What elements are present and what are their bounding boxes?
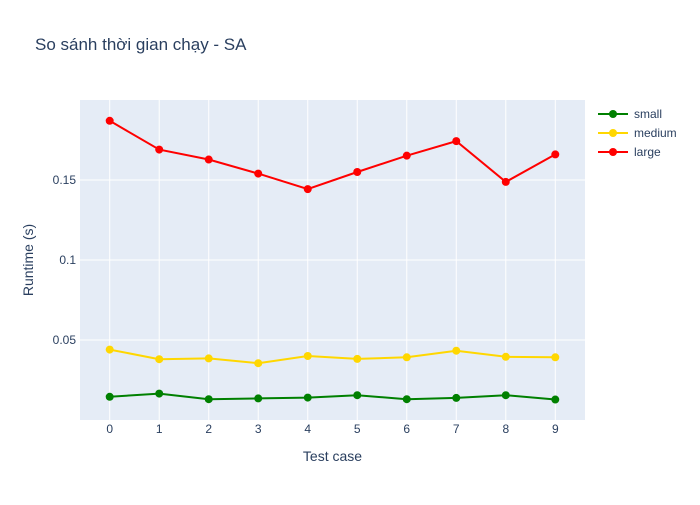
legend: small medium large (598, 107, 677, 159)
data-point-large (303, 185, 312, 194)
x-tick-label: 1 (156, 422, 163, 436)
data-point-large (551, 150, 560, 159)
legend-marker-small (609, 110, 617, 118)
data-point-small (254, 394, 263, 403)
data-point-small (402, 395, 411, 404)
data-point-large (105, 116, 114, 125)
data-point-large (204, 155, 213, 164)
x-axis-title: Test case (303, 448, 362, 464)
series-medium (105, 345, 560, 368)
series-small (105, 389, 560, 404)
series-line-large (109, 119, 556, 191)
data-point-small (551, 395, 560, 404)
data-point-large (402, 151, 411, 160)
series-line-medium (109, 348, 556, 365)
legend-item-medium[interactable]: medium (598, 126, 677, 140)
x-tick-label: 4 (304, 422, 311, 436)
data-point-medium (105, 345, 114, 354)
data-point-medium (155, 355, 164, 364)
data-point-medium (254, 359, 263, 368)
x-tick-label: 0 (106, 422, 113, 436)
series-line-small (109, 392, 556, 401)
data-point-large (254, 169, 263, 178)
data-point-medium (303, 352, 312, 360)
y-axis-title: Runtime (s) (20, 224, 36, 296)
data-point-medium (551, 353, 560, 362)
data-point-large (452, 137, 461, 146)
data-point-small (155, 389, 164, 398)
series-lines (105, 116, 560, 404)
data-point-small (204, 395, 213, 404)
data-point-medium (501, 352, 510, 361)
series-large (105, 116, 560, 194)
data-point-small (303, 393, 312, 402)
data-point-medium (452, 346, 461, 355)
data-point-small (353, 391, 362, 400)
x-tick-label: 6 (403, 422, 410, 436)
legend-item-small[interactable]: small (598, 107, 662, 121)
data-point-small (452, 393, 461, 402)
x-tick-label: 9 (552, 422, 559, 436)
x-tick-label: 2 (205, 422, 212, 436)
data-point-medium (402, 353, 411, 362)
y-tick-label: 0.05 (53, 333, 77, 347)
axis-ticks: 0 1 2 3 4 5 6 7 8 9 0.05 0.1 0.15 (53, 173, 559, 436)
x-tick-label: 7 (453, 422, 460, 436)
legend-item-large[interactable]: large (598, 145, 661, 159)
legend-label-small: small (634, 107, 662, 121)
data-point-large (155, 145, 164, 154)
legend-marker-medium (609, 129, 617, 137)
grid-lines (80, 100, 585, 420)
data-point-large (501, 177, 510, 186)
y-tick-label: 0.1 (59, 253, 76, 267)
data-point-medium (204, 354, 213, 363)
data-point-small (105, 392, 114, 401)
x-tick-label: 5 (354, 422, 361, 436)
y-tick-label: 0.15 (53, 173, 77, 187)
x-tick-label: 3 (255, 422, 262, 436)
legend-label-medium: medium (634, 126, 677, 140)
legend-label-large: large (634, 145, 661, 159)
x-tick-label: 8 (502, 422, 509, 436)
data-point-medium (353, 354, 362, 363)
data-point-large (353, 168, 362, 176)
data-point-small (501, 391, 510, 400)
chart-title: So sánh thời gian chạy - SA (35, 35, 247, 54)
legend-marker-large (609, 148, 617, 156)
